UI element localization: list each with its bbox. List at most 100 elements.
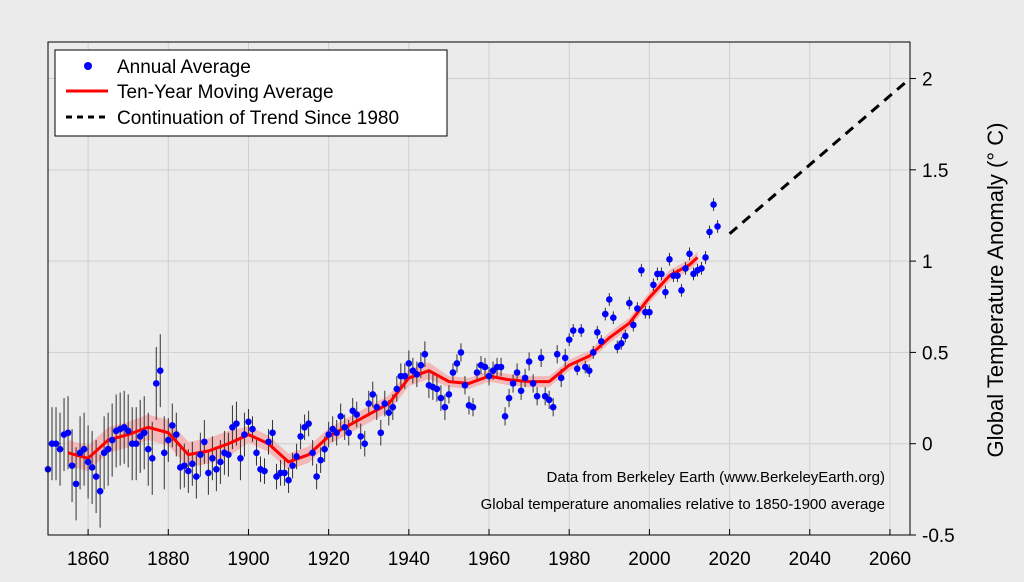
annual-point (473, 369, 481, 376)
annual-point (68, 462, 76, 469)
annual-point (461, 381, 469, 389)
annual-point (237, 455, 244, 462)
y-tick-label: -0.5 (922, 526, 955, 547)
annual-point (537, 354, 545, 362)
annual-point (233, 420, 240, 427)
x-tick-label: 2060 (869, 549, 911, 570)
annual-point (197, 451, 204, 458)
annual-point (357, 433, 365, 440)
y-axis: -0.5 0 0.5 1 1.5 2 (910, 70, 955, 547)
annual-point (152, 380, 160, 387)
annual-point (293, 453, 300, 460)
annual-point (638, 266, 645, 274)
annual-point (585, 367, 593, 374)
annual-point (201, 438, 208, 446)
annual-point (521, 374, 529, 382)
annual-point (401, 372, 409, 380)
legend-trend-label: Continuation of Trend Since 1980 (117, 108, 399, 129)
annual-point (529, 380, 537, 387)
x-tick-label: 2020 (708, 549, 750, 570)
annual-point (333, 429, 340, 437)
annual-point (168, 422, 176, 429)
annual-point (156, 367, 164, 374)
x-tick-label: 1960 (468, 549, 510, 570)
annual-point (497, 363, 505, 371)
annual-point (373, 403, 381, 411)
y-tick-label: 0.5 (922, 343, 948, 364)
annual-point (345, 429, 352, 437)
annual-point (505, 394, 513, 402)
annual-point (132, 440, 140, 448)
annual-point (185, 467, 192, 475)
annual-point (285, 476, 292, 484)
annual-point (281, 469, 288, 477)
annual-point (337, 413, 344, 420)
annual-point (317, 456, 324, 464)
annual-point (573, 365, 581, 373)
y-tick-label: 1.5 (922, 161, 948, 182)
annual-point (545, 396, 553, 404)
annual-point (405, 360, 413, 367)
y-axis-title: Global Temperature Anomaly (° C) (983, 123, 1008, 458)
y-tick-label: 1 (922, 252, 933, 273)
baseline-note: Global temperature anomalies relative to… (481, 496, 885, 513)
annual-point (213, 465, 220, 473)
x-tick-label: 2040 (789, 549, 831, 570)
annual-point (84, 458, 92, 466)
annual-point (549, 403, 557, 411)
annual-point (417, 361, 425, 369)
annual-point (698, 265, 705, 272)
annual-point (485, 372, 493, 380)
legend-annual-marker (84, 62, 92, 70)
annual-point (361, 440, 369, 448)
annual-point (445, 391, 453, 398)
annual-point (253, 449, 260, 457)
annual-point (686, 250, 693, 258)
annual-point (297, 433, 304, 440)
annual-point (433, 385, 441, 393)
annual-point (64, 429, 72, 437)
y-tick-label: 2 (922, 70, 933, 91)
annual-point (469, 403, 477, 411)
annual-point (557, 374, 565, 382)
annual-point (650, 281, 657, 289)
annual-point (634, 305, 641, 312)
annual-point (140, 429, 148, 437)
annual-point (305, 420, 312, 427)
annual-point (104, 445, 112, 453)
annual-point (453, 360, 461, 367)
annual-point (72, 480, 80, 488)
annual-point (225, 451, 232, 458)
annual-point (325, 431, 332, 438)
annual-point (205, 469, 212, 477)
annual-point (52, 440, 60, 448)
annual-point (610, 314, 617, 322)
legend-box (54, 49, 448, 137)
annual-point (626, 299, 633, 307)
legend: Annual Average Ten-Year Moving Average C… (54, 49, 448, 137)
annual-point (533, 392, 541, 400)
annual-point (457, 349, 465, 356)
annual-point (365, 400, 373, 407)
annual-point (164, 436, 172, 444)
annual-point (245, 418, 252, 426)
legend-moving-average-label: Ten-Year Moving Average (117, 82, 334, 103)
annual-point (172, 431, 180, 438)
annual-point (449, 369, 457, 376)
annual-point (678, 287, 685, 294)
annual-point (481, 363, 489, 371)
annual-point (108, 436, 116, 444)
annual-point (393, 385, 401, 393)
annual-point (525, 358, 533, 365)
annual-point (381, 400, 389, 407)
annual-point (160, 449, 168, 457)
annual-point (289, 462, 296, 469)
annual-point (682, 265, 689, 272)
annual-point (441, 403, 449, 411)
annual-point (209, 455, 216, 462)
annual-point (513, 369, 521, 376)
annual-point (96, 487, 104, 495)
uncertainty-band (68, 251, 698, 472)
annual-point (369, 391, 377, 398)
